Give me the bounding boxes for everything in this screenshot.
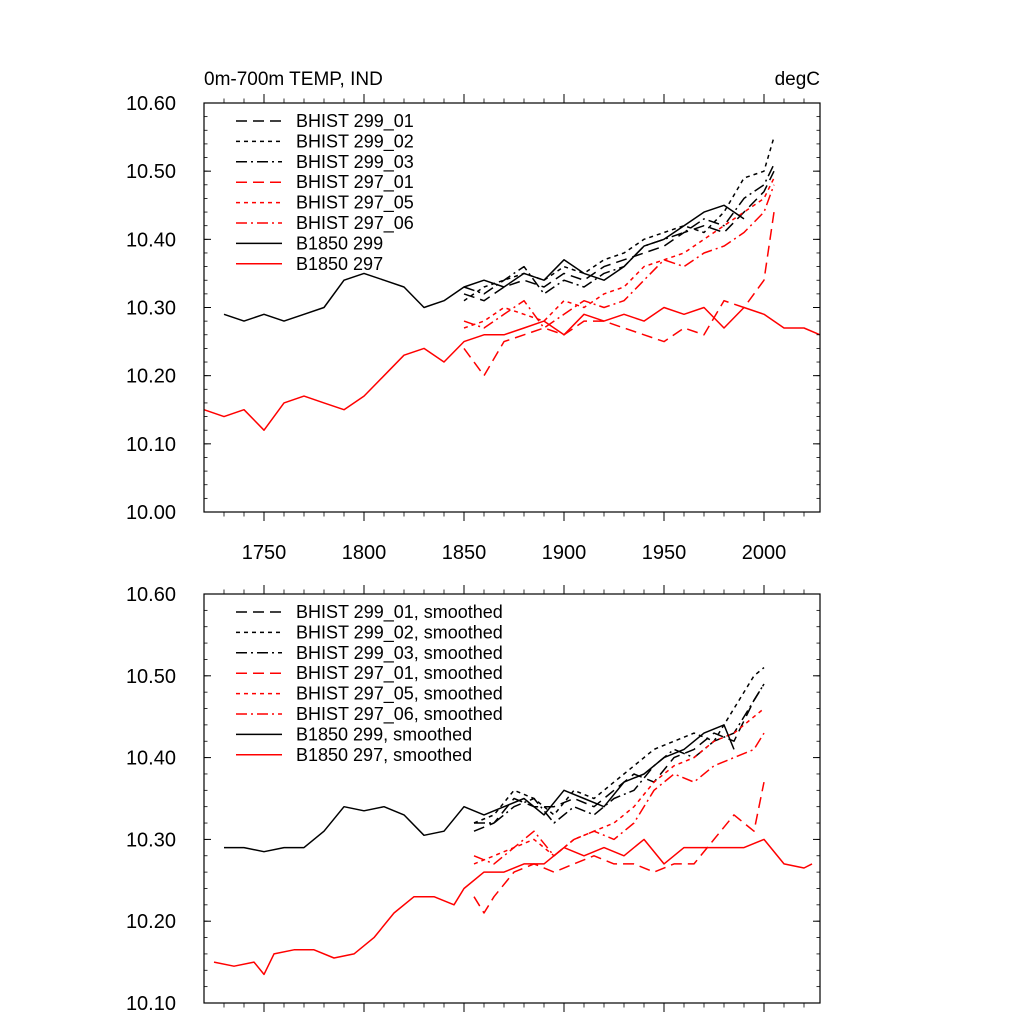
series-line-bhist-297-05 [463, 177, 775, 329]
legend-label: BHIST 297_06, smoothed [296, 704, 503, 725]
series-line-bhist-299-01-smoothed [473, 683, 765, 832]
x-tick-label: 1750 [242, 542, 287, 564]
y-tick-label: 10.60 [126, 93, 176, 115]
series-line-bhist-299-03-smoothed [474, 683, 765, 824]
series-line-bhist-297-06 [463, 184, 775, 329]
x-tick-label: 1950 [642, 542, 687, 564]
y-tick-label: 10.60 [126, 584, 176, 606]
bottom-panel: 10.10 10.20 10.30 10.40 10.50 10.60 BHIST 299… [126, 584, 821, 1015]
y-tick-label: 10.30 [126, 829, 176, 851]
y-tick-label: 10.30 [126, 298, 176, 320]
legend-label: BHIST 297_01, smoothed [296, 663, 503, 684]
legend-label: BHIST 299_03, smoothed [296, 643, 503, 664]
y-tick-label: 10.10 [126, 434, 176, 456]
y-tick-label: 10.20 [126, 366, 176, 388]
series-line-bhist-297-01-smoothed [473, 781, 765, 914]
y-tick-label: 10.40 [126, 229, 176, 251]
legend-label: BHIST 297_05 [296, 193, 414, 214]
x-tick-label: 1900 [542, 542, 587, 564]
series-line-b1850-297-smoothed [213, 838, 813, 976]
top-ticks-layer: 10.00 10.10 10.20 10.30 10.40 10.50 10.60 1750 1… [126, 93, 820, 564]
legend-label: BHIST 299_02 [296, 131, 414, 152]
bottom-series-layer [213, 667, 813, 976]
legend-label: BHIST 299_01 [296, 111, 414, 132]
legend-label: BHIST 299_03 [296, 152, 414, 173]
legend-label: B1850 299 [296, 233, 383, 253]
legend-label: B1850 299, smoothed [296, 724, 472, 744]
bottom-plot-frame [203, 593, 821, 1004]
series-line-bhist-297-01 [463, 211, 775, 377]
legend-label: B1850 297 [296, 254, 383, 274]
chart-title-right: degC [775, 69, 820, 90]
y-tick-label: 10.20 [126, 911, 176, 933]
x-tick-label: 2000 [742, 542, 787, 564]
series-line-bhist-297-06-smoothed [473, 732, 765, 865]
y-tick-label: 10.50 [126, 666, 176, 688]
legend-label: BHIST 297_01 [296, 172, 414, 193]
legend-label: BHIST 299_01, smoothed [296, 602, 503, 623]
x-tick-label: 1800 [342, 542, 387, 564]
y-tick-label: 10.50 [126, 161, 176, 183]
y-tick-label: 10.40 [126, 748, 176, 770]
y-tick-label: 10.00 [126, 502, 176, 524]
legend-label: BHIST 299_02, smoothed [296, 622, 503, 643]
bottom-ticks-layer: 10.10 10.20 10.30 10.40 10.50 10.60 [126, 584, 820, 1015]
chart-title-left: 0m-700m TEMP, IND [204, 69, 383, 90]
top-series-layer [203, 136, 821, 431]
series-line-b1850-297 [203, 306, 821, 431]
legend-label: BHIST 297_06 [296, 213, 414, 234]
y-tick-label: 10.10 [126, 993, 176, 1015]
top-panel: 0m-700m TEMP, IND degC 10.0010.1010.2010… [126, 69, 821, 564]
series-line-b1850-299-smoothed [224, 724, 735, 853]
x-tick-label: 1850 [442, 542, 487, 564]
series-line-b1850-299 [223, 204, 745, 322]
legend-label: BHIST 297_05, smoothed [296, 684, 503, 705]
legend-label: B1850 297, smoothed [296, 745, 472, 765]
series-line-bhist-299-01 [463, 170, 775, 302]
series-line-bhist-299-02 [463, 136, 775, 302]
